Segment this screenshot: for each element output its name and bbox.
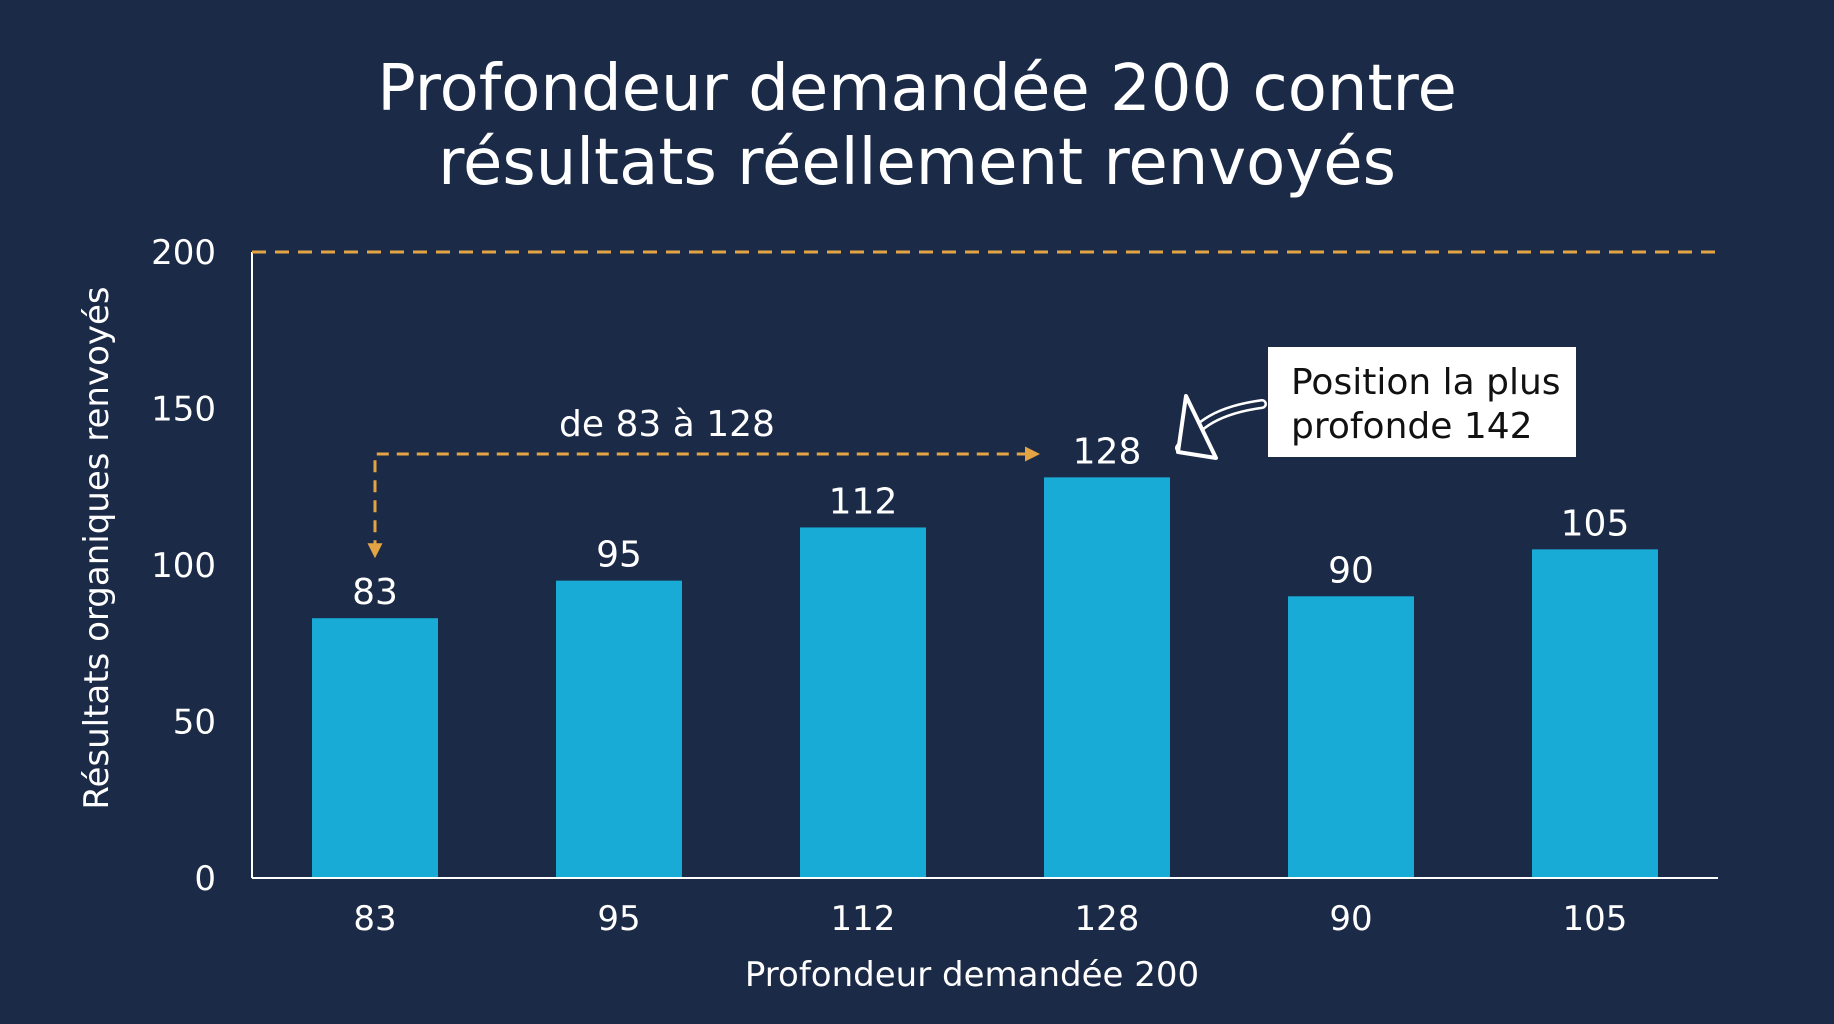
range-label: de 83 à 128 — [559, 404, 775, 445]
y-tick-label: 100 — [151, 546, 216, 586]
bar-value-label: 112 — [829, 481, 898, 522]
x-axis-title: Profondeur demandée 200 — [745, 955, 1199, 995]
callout-text-line-1: Position la plus — [1291, 362, 1561, 403]
chart-title: Profondeur demandée 200 contre résultats… — [0, 52, 1834, 200]
bar-value-label: 128 — [1073, 431, 1142, 472]
chart-title-line-2: résultats réellement renvoyés — [438, 126, 1396, 200]
y-tick-label: 200 — [151, 233, 216, 273]
x-tick-label: 95 — [597, 899, 640, 939]
callout-box — [1268, 347, 1576, 457]
x-tick-label: 112 — [831, 899, 896, 939]
bar-value-label: 105 — [1561, 503, 1630, 544]
callout-text-line-2: profonde 142 — [1291, 406, 1533, 447]
range-arrow — [367, 446, 1040, 559]
x-tick-label: 83 — [353, 899, 396, 939]
x-tick-label: 105 — [1563, 899, 1628, 939]
y-tick-label: 0 — [194, 859, 216, 899]
bar — [312, 618, 438, 878]
x-tick-label: 90 — [1329, 899, 1372, 939]
bar-value-label: 83 — [352, 572, 398, 613]
bar-value-label: 90 — [1328, 550, 1374, 591]
x-tick-label: 128 — [1075, 899, 1140, 939]
callout-arrow-head — [1176, 394, 1218, 460]
bar — [1044, 477, 1170, 878]
bar — [800, 527, 926, 878]
y-tick-label: 50 — [173, 703, 216, 743]
chart-title-line-1: Profondeur demandée 200 contre — [377, 52, 1457, 126]
bar — [1532, 549, 1658, 878]
bar — [1288, 596, 1414, 878]
bar — [556, 580, 682, 878]
bar-value-label: 95 — [596, 535, 642, 576]
y-axis-title: Résultats organiques renvoyés — [77, 286, 117, 809]
y-tick-label: 150 — [151, 390, 216, 430]
